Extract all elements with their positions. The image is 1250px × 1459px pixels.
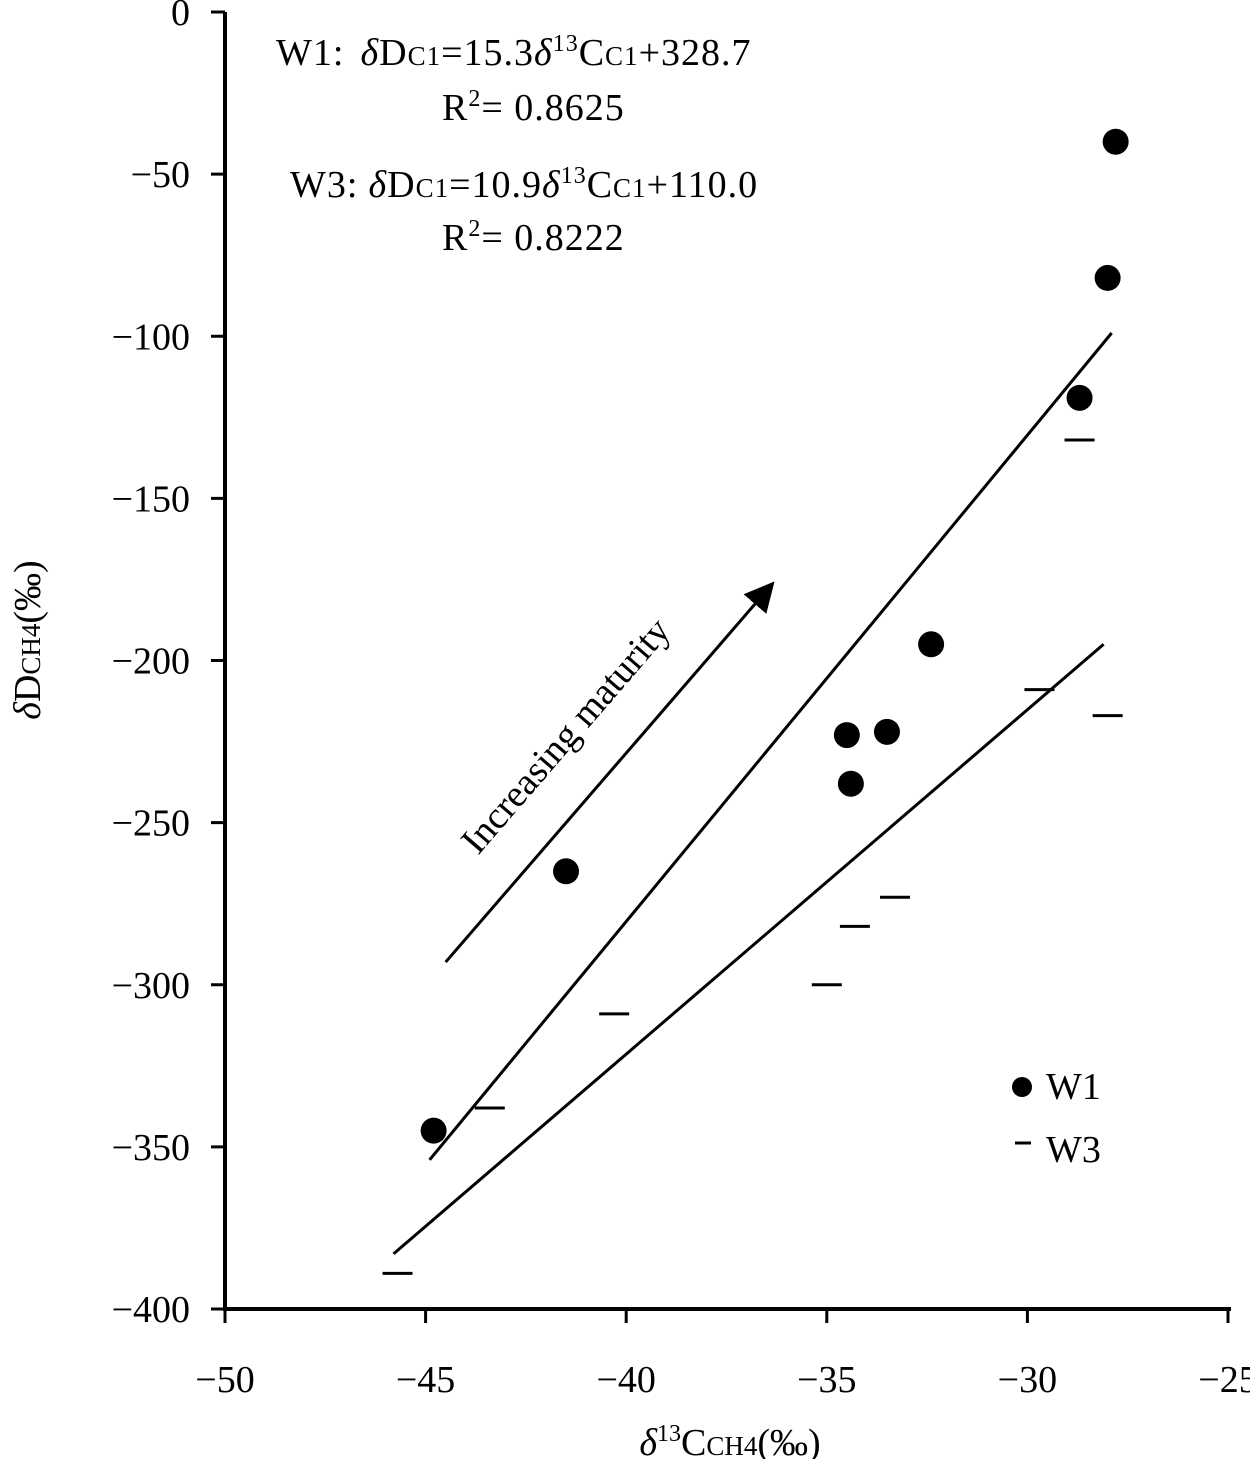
x-tick-label: −30 [998,1359,1057,1401]
x-tick-label: −40 [596,1359,655,1401]
y-tick-label: −50 [131,154,190,196]
y-tick-label: −150 [112,478,190,520]
maturity-arrow [444,581,775,964]
equation-w1: W1: δDC1=15.3δ13CC1+328.7 R2= 0.8625 [276,31,752,129]
equation-w3-line: W3: δDC1=10.9δ13CC1+110.0 [290,163,758,206]
legend-label-w3: W3 [1046,1129,1101,1171]
equation-w3: W3: δDC1=10.9δ13CC1+110.0 R2= 0.8222 [290,163,758,259]
y-tick-label: 0 [171,0,190,34]
point-w1 [1066,384,1093,411]
fit-line-w1 [428,332,1113,1161]
data-points [382,128,1129,1275]
fit-line-w3 [392,643,1105,1256]
y-tick-label: −100 [112,316,190,358]
legend-marker-w1 [1012,1077,1032,1097]
point-w1 [553,858,580,885]
y-tick-label: −250 [112,803,190,845]
x-tick-label: −50 [195,1359,254,1401]
legend-label-w1: W1 [1046,1066,1101,1108]
equation-w1-r2: R2= 0.8625 [442,86,625,129]
y-axis-title: δDCH4(‰) [7,560,49,719]
point-w1 [1102,128,1129,155]
point-w1 [1094,264,1121,291]
y-tick-label: −400 [112,1289,190,1331]
fit-lines [392,332,1113,1256]
point-w1 [420,1117,447,1144]
legend: W1 W3 [1012,1066,1101,1171]
x-tick-label: −45 [396,1359,455,1401]
maturity-annotation: Increasing maturity [444,581,775,964]
equation-w3-r2: R2= 0.8222 [442,216,625,259]
y-ticks: 0 −50 −100 −150 −200 −250 −300 −350 −400 [112,0,225,1331]
point-w1 [833,722,860,749]
equation-w1-line: W1: δDC1=15.3δ13CC1+328.7 [276,31,752,74]
point-w1 [918,631,945,658]
y-tick-label: −300 [112,965,190,1007]
y-tick-label: −200 [112,641,190,683]
point-w1 [873,718,900,745]
y-tick-label: −350 [112,1127,190,1169]
x-axis-title: δ13CCH4(‰) [639,1421,820,1459]
point-w1 [837,770,864,797]
x-tick-label: −35 [797,1359,856,1401]
x-ticks: −50 −45 −40 −35 −30 −25 [195,1309,1250,1401]
x-tick-label: −25 [1198,1359,1250,1401]
